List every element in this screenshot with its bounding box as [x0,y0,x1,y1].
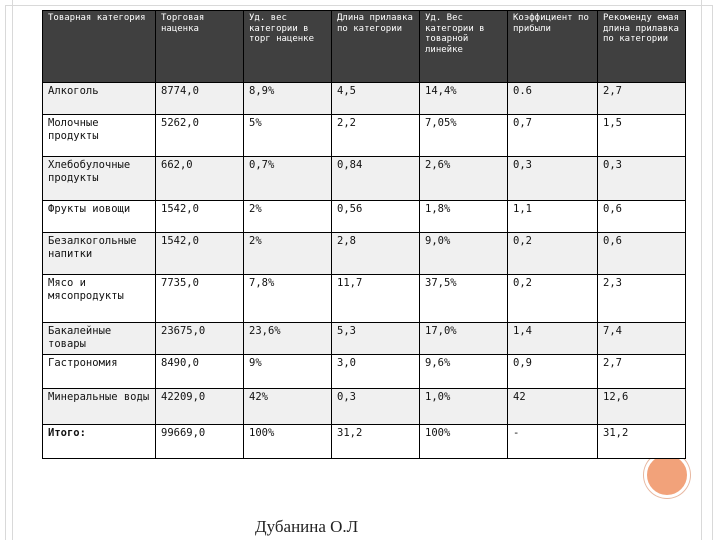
total-label-cell: Итого: [42,424,156,459]
value-cell: 42209,0 [155,388,244,425]
header-cell: Торговая наценка [155,10,244,83]
value-cell: 7,8% [243,274,332,323]
slide-frame-outer [5,5,713,540]
value-cell: 1542,0 [155,200,244,233]
table-row: Гастрономия 8490,0 9% 3,0 9,6% 0,9 2,7 [42,354,686,389]
value-cell: 662,0 [155,156,244,201]
category-cell: Молочные продукты [42,114,156,157]
slide-frame-inner [12,0,702,540]
value-cell: 0,2 [507,274,598,323]
value-cell: 42% [243,388,332,425]
category-cell: Мясо и мясопродукты [42,274,156,323]
value-cell: 0,7 [507,114,598,157]
value-cell: 0,7% [243,156,332,201]
value-cell: 0,2 [507,232,598,275]
total-value-cell: 100% [419,424,508,459]
value-cell: 0,9 [507,354,598,389]
table-total-row: Итого: 99669,0 100% 31,2 100% - 31,2 [42,424,686,459]
value-cell: 1,0% [419,388,508,425]
value-cell: 11,7 [331,274,420,323]
value-cell: 2,2 [331,114,420,157]
total-value-cell: 31,2 [331,424,420,459]
value-cell: 5,3 [331,322,420,355]
table-row: Молочные продукты 5262,0 5% 2,2 7,05% 0,… [42,114,686,157]
value-cell: 1,8% [419,200,508,233]
value-cell: 0,6 [597,232,686,275]
value-cell: 5% [243,114,332,157]
category-cell: Бакалейные товары [42,322,156,355]
value-cell: 23,6% [243,322,332,355]
author-caption: Дубанина О.Л [255,517,359,536]
value-cell: 2,3 [597,274,686,323]
value-cell: 0.6 [507,82,598,115]
table-row: Фрукты иовощи 1542,0 2% 0,56 1,8% 1,1 0,… [42,200,686,233]
category-cell: Минеральные воды [42,388,156,425]
value-cell: 1,5 [597,114,686,157]
value-cell: 1542,0 [155,232,244,275]
value-cell: 9,6% [419,354,508,389]
table-row: Минеральные воды 42209,0 42% 0,3 1,0% 42… [42,388,686,425]
value-cell: 17,0% [419,322,508,355]
total-value-cell: 31,2 [597,424,686,459]
table-row: Мясо и мясопродукты 7735,0 7,8% 11,7 37,… [42,274,686,323]
value-cell: 0,3 [507,156,598,201]
value-cell: 0,3 [597,156,686,201]
value-cell: 2,6% [419,156,508,201]
value-cell: 2,7 [597,354,686,389]
value-cell: 8,9% [243,82,332,115]
value-cell: 2% [243,200,332,233]
category-cell: Алкоголь [42,82,156,115]
value-cell: 42 [507,388,598,425]
value-cell: 8774,0 [155,82,244,115]
value-cell: 37,5% [419,274,508,323]
category-table: Товарная категория Торговая наценка Уд. … [42,10,686,459]
value-cell: 0,3 [331,388,420,425]
value-cell: 3,0 [331,354,420,389]
value-cell: 7735,0 [155,274,244,323]
header-cell: Товарная категория [42,10,156,83]
header-cell: Рекоменду емая длина прилавка по категор… [597,10,686,83]
category-cell: Хлебобулочные продукты [42,156,156,201]
table-header-row: Товарная категория Торговая наценка Уд. … [42,10,686,83]
header-cell: Коэффициент по прибыли [507,10,598,83]
value-cell: 8490,0 [155,354,244,389]
value-cell: 0,6 [597,200,686,233]
total-value-cell: 99669,0 [155,424,244,459]
header-cell: Длина прилавка по категории [331,10,420,83]
value-cell: 7,05% [419,114,508,157]
value-cell: 9,0% [419,232,508,275]
value-cell: 9% [243,354,332,389]
value-cell: 2% [243,232,332,275]
accent-circle-decoration [644,452,690,498]
value-cell: 1,1 [507,200,598,233]
value-cell: 0,84 [331,156,420,201]
header-cell: Уд. Вес категории в товарной линейке [419,10,508,83]
value-cell: 5262,0 [155,114,244,157]
category-cell: Гастрономия [42,354,156,389]
table-row: Бакалейные товары 23675,0 23,6% 5,3 17,0… [42,322,686,355]
header-cell: Уд. вес категории в торг наценке [243,10,332,83]
category-cell: Безалкогольные напитки [42,232,156,275]
value-cell: 14,4% [419,82,508,115]
total-value-cell: - [507,424,598,459]
value-cell: 1,4 [507,322,598,355]
table-row: Алкоголь 8774,0 8,9% 4,5 14,4% 0.6 2,7 [42,82,686,115]
category-cell: Фрукты иовощи [42,200,156,233]
table-row: Безалкогольные напитки 1542,0 2% 2,8 9,0… [42,232,686,275]
value-cell: 4,5 [331,82,420,115]
value-cell: 23675,0 [155,322,244,355]
total-value-cell: 100% [243,424,332,459]
value-cell: 7,4 [597,322,686,355]
value-cell: 12,6 [597,388,686,425]
value-cell: 2,7 [597,82,686,115]
value-cell: 2,8 [331,232,420,275]
value-cell: 0,56 [331,200,420,233]
table-row: Хлебобулочные продукты 662,0 0,7% 0,84 2… [42,156,686,201]
